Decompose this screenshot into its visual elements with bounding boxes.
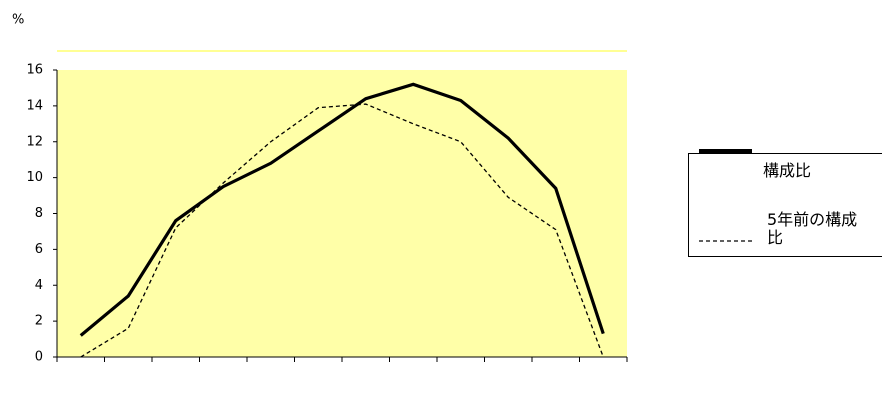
y-tick-label: 12	[26, 134, 43, 149]
plot-top-band	[57, 52, 627, 70]
legend: 構成比 5年前の構成比	[688, 149, 882, 257]
y-tick-label: 10	[26, 170, 43, 185]
y-tick-label: 0	[35, 350, 43, 365]
y-tick-label: 2	[35, 314, 43, 329]
plot-area	[57, 50, 627, 357]
y-tick-label: 16	[26, 63, 43, 78]
y-tick-label: 6	[35, 242, 43, 257]
legend-label: 構成比	[763, 161, 812, 180]
series-line	[79, 82, 605, 337]
y-unit: %	[12, 13, 24, 28]
y-tick-label: 4	[35, 278, 43, 293]
y-tick-label: 14	[26, 98, 43, 113]
legend-keys	[699, 149, 752, 242]
y-tick-label: 8	[35, 206, 43, 221]
legend-label: 5年前の構成比	[767, 210, 858, 247]
series-line	[80, 103, 604, 358]
